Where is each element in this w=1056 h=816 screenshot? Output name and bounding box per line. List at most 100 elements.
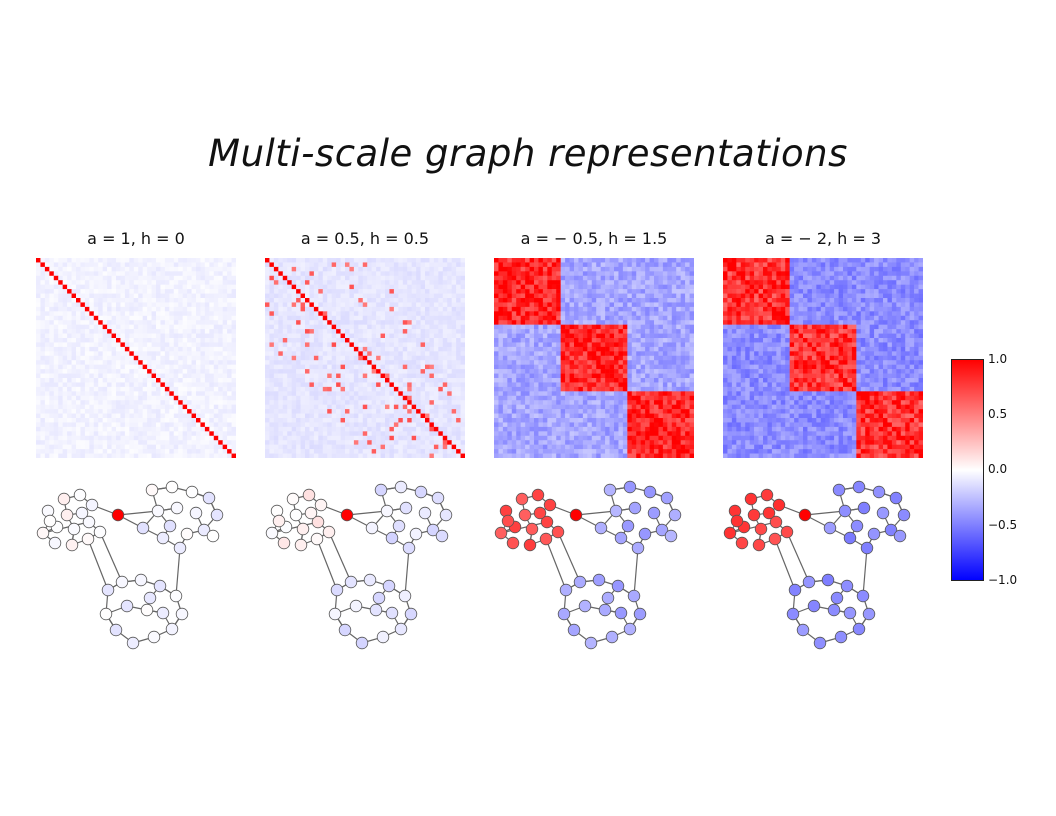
heatmap-cell bbox=[587, 324, 593, 330]
heatmap-cell bbox=[142, 329, 148, 334]
heatmap-cell bbox=[498, 293, 504, 299]
heatmap-cell bbox=[116, 431, 121, 437]
heatmap-cell bbox=[569, 258, 575, 263]
heatmap-cell bbox=[291, 435, 297, 441]
heatmap-cell bbox=[645, 275, 650, 281]
heatmap-cell bbox=[574, 346, 579, 352]
heatmap-cell bbox=[49, 440, 55, 445]
heatmap-cell bbox=[340, 293, 346, 299]
heatmap-cell bbox=[565, 258, 570, 263]
heatmap-cell bbox=[376, 364, 381, 370]
heatmap-cell bbox=[318, 315, 324, 321]
heatmap-cell bbox=[49, 395, 55, 401]
heatmap-cell bbox=[542, 315, 548, 321]
heatmap-cell bbox=[420, 391, 426, 397]
heatmap-cell bbox=[107, 333, 112, 339]
heatmap-cell bbox=[582, 315, 588, 321]
heatmap-cell bbox=[287, 320, 292, 325]
heatmap-cell bbox=[173, 382, 179, 388]
heatmap-cell bbox=[358, 373, 364, 379]
heatmap-cell bbox=[327, 311, 332, 317]
heatmap-cell bbox=[631, 306, 637, 312]
heatmap-cell bbox=[93, 360, 99, 365]
heatmap-cell bbox=[107, 426, 112, 432]
heatmap-cell bbox=[520, 266, 526, 272]
heatmap-cell bbox=[407, 346, 412, 352]
heatmap-cell bbox=[124, 346, 130, 352]
heatmap-cell bbox=[222, 373, 228, 379]
heatmap-cell bbox=[569, 266, 575, 272]
heatmap-cell bbox=[433, 395, 439, 401]
heatmap-cell bbox=[151, 435, 157, 441]
heatmap-cell bbox=[309, 444, 315, 450]
heatmap-cell bbox=[287, 338, 292, 343]
heatmap-cell bbox=[362, 266, 368, 272]
heatmap-cell bbox=[296, 440, 301, 445]
heatmap-cell bbox=[278, 262, 284, 268]
heatmap-cell bbox=[349, 338, 355, 343]
heatmap-cell bbox=[569, 324, 575, 330]
heatmap-cell bbox=[178, 258, 183, 263]
heatmap-cell bbox=[291, 329, 297, 334]
heatmap-cell bbox=[173, 449, 179, 454]
heatmap-cell bbox=[662, 346, 668, 352]
heatmap-cell bbox=[680, 329, 686, 334]
heatmap-cell bbox=[191, 418, 197, 423]
heatmap-cell bbox=[313, 373, 319, 379]
heatmap-cell bbox=[124, 435, 130, 441]
heatmap-cell bbox=[438, 306, 444, 312]
heatmap-cell bbox=[662, 280, 668, 285]
heatmap-cell bbox=[178, 293, 183, 299]
heatmap-cell bbox=[609, 271, 615, 277]
heatmap-cell bbox=[627, 258, 633, 263]
heatmap-cell bbox=[151, 324, 157, 330]
heatmap-cell bbox=[429, 333, 435, 339]
heatmap-cell bbox=[67, 315, 72, 321]
heatmap-cell bbox=[273, 333, 279, 339]
heatmap-cell bbox=[231, 435, 236, 441]
heatmap-cell bbox=[591, 284, 597, 290]
heatmap-cell bbox=[353, 404, 359, 410]
heatmap-cell bbox=[451, 373, 457, 379]
heatmap-cell bbox=[76, 346, 81, 352]
heatmap-cell bbox=[291, 315, 297, 321]
heatmap-cell bbox=[142, 373, 148, 379]
heatmap-cell bbox=[411, 333, 417, 339]
heatmap-cell bbox=[58, 449, 63, 454]
heatmap-cell bbox=[456, 395, 461, 401]
heatmap-cell bbox=[291, 351, 297, 357]
heatmap-cell bbox=[689, 289, 694, 294]
heatmap-cell bbox=[498, 320, 504, 325]
heatmap-cell bbox=[385, 369, 390, 374]
heatmap-cell bbox=[336, 382, 341, 388]
heatmap-cell bbox=[627, 311, 633, 317]
heatmap-cell bbox=[456, 378, 461, 383]
heatmap-cell bbox=[376, 435, 381, 441]
heatmap-cell bbox=[200, 315, 206, 321]
heatmap-cell bbox=[191, 404, 197, 410]
heatmap-cell bbox=[265, 453, 270, 458]
heatmap-cell bbox=[438, 351, 444, 357]
heatmap-cell bbox=[402, 306, 408, 312]
heatmap-cell bbox=[460, 391, 465, 397]
heatmap-cell bbox=[591, 338, 597, 343]
heatmap-cell bbox=[53, 289, 59, 294]
heatmap-cell bbox=[273, 453, 279, 458]
heatmap-cell bbox=[447, 413, 452, 419]
heatmap-cell bbox=[313, 324, 319, 330]
heatmap-cell bbox=[451, 444, 457, 450]
heatmap-cell bbox=[327, 298, 332, 303]
heatmap-cell bbox=[556, 280, 561, 285]
heatmap-cell bbox=[273, 266, 279, 272]
heatmap-cell bbox=[456, 355, 461, 361]
heatmap-cell bbox=[282, 440, 288, 445]
heatmap-cell bbox=[538, 275, 544, 281]
heatmap-cell bbox=[156, 426, 161, 432]
heatmap-cell bbox=[138, 302, 143, 308]
heatmap-cell bbox=[547, 320, 553, 325]
heatmap-cell bbox=[358, 342, 364, 348]
heatmap-cell bbox=[498, 306, 504, 312]
heatmap-cell bbox=[196, 364, 201, 370]
heatmap-cell bbox=[525, 338, 530, 343]
heatmap-cell bbox=[420, 373, 426, 379]
